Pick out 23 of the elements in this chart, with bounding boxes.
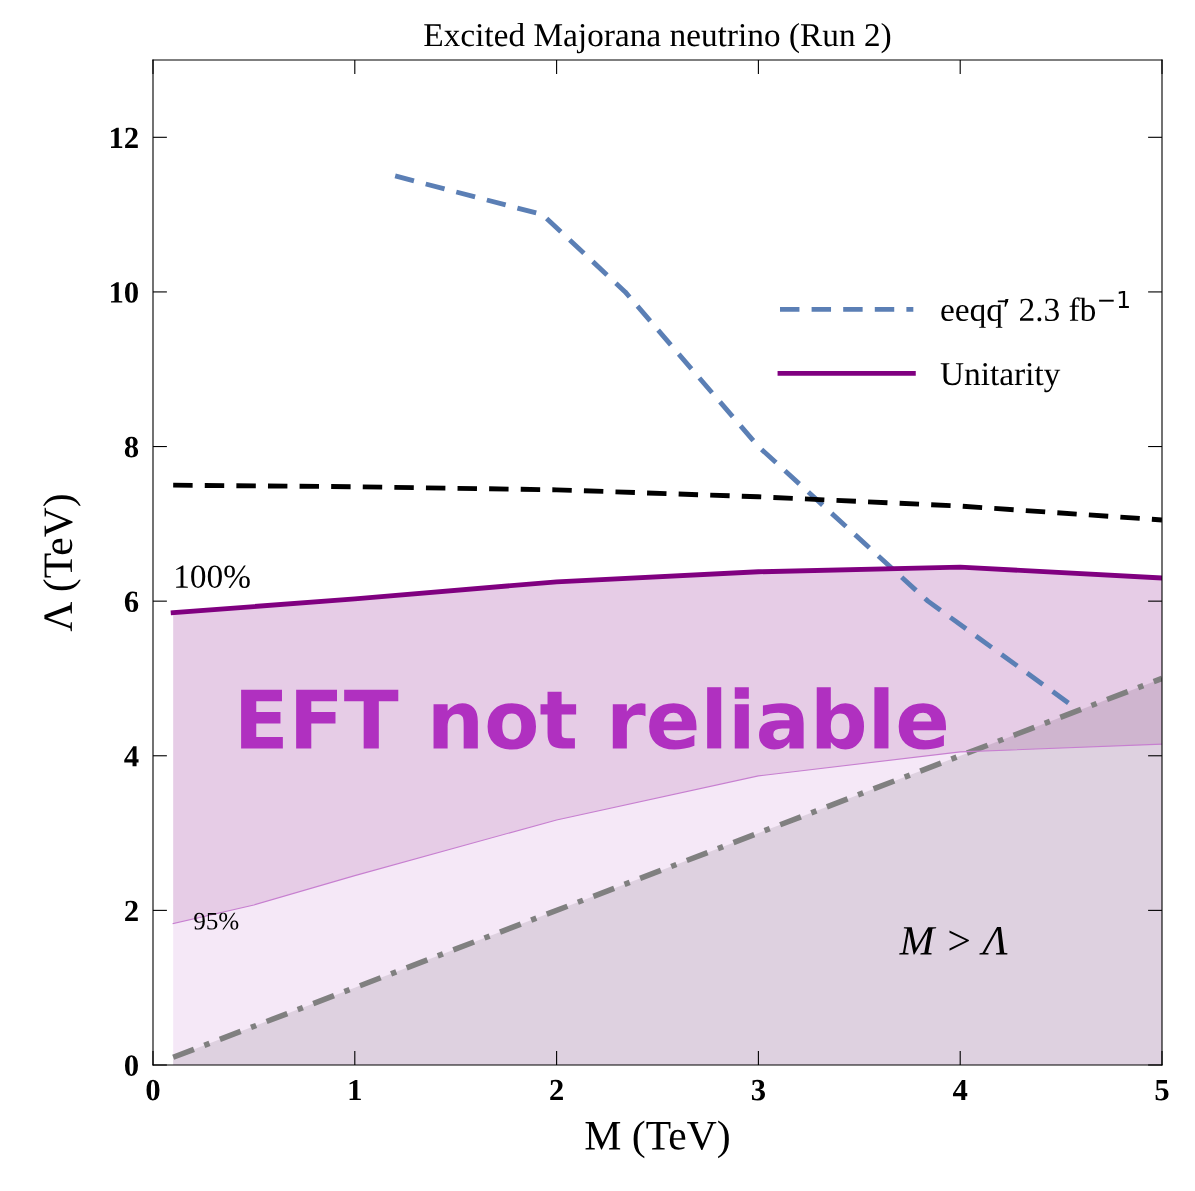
annotation: M > Λ [899,926,1008,955]
y-tick-label: 10 [111,282,138,303]
annotation: 100% [176,565,250,589]
x-tick-label: 3 [751,1079,765,1101]
annotation: EFT not reliable [241,687,946,750]
x-tick-label: 2 [550,1079,563,1101]
y-axis-title: Λ (TeV) [42,495,81,632]
line-series [170,564,1162,616]
x-tick-label: 4 [952,1079,968,1101]
x-axis-title: M (TeV) [585,1120,729,1159]
x-tick-label: 0 [146,1079,160,1101]
y-tick-label: 8 [124,436,139,458]
x-tick-label: 5 [1155,1080,1169,1101]
chart-title: Excited Majorana neutrino (Run 2) [424,22,891,54]
legend-label: Unitarity [940,362,1061,393]
y-tick-label: 6 [124,591,139,613]
y-tick-label: 2 [125,900,138,921]
legend-label: eeqq̄′ 2.3 fb$^{−1}$ [941,291,1129,328]
y-tick-label: 12 [111,127,138,148]
y-tick-label: 0 [125,1055,138,1076]
y-tick-label: 4 [124,746,139,767]
x-tick-label: 1 [349,1079,361,1101]
annotation: 95% [194,912,239,930]
